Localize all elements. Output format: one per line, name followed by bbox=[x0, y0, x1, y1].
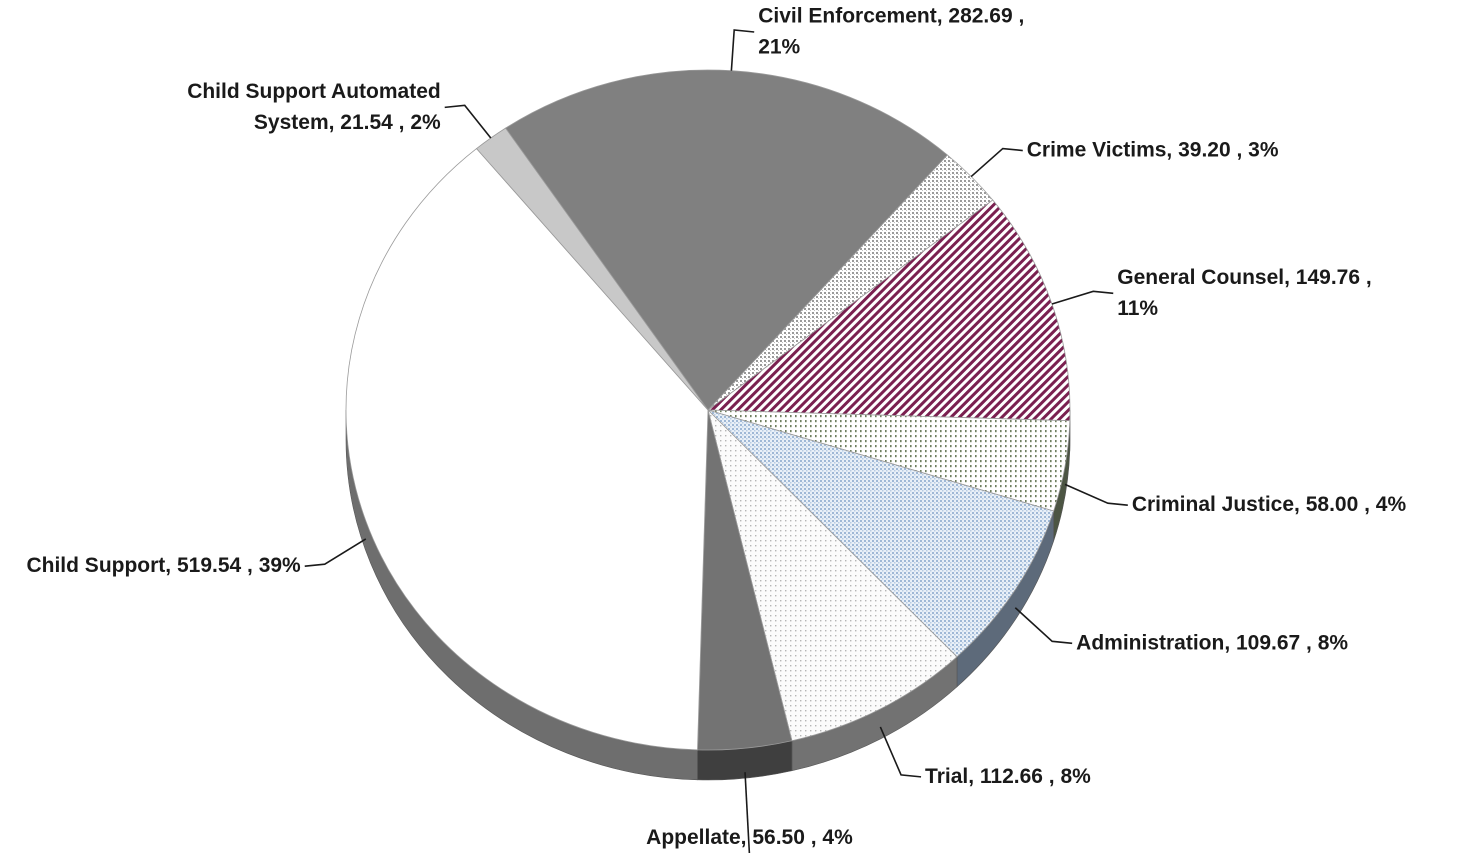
data-label-line: 11% bbox=[1117, 297, 1158, 320]
data-label-line: Child Support Automated bbox=[187, 80, 441, 103]
leader-line-child-support bbox=[304, 538, 367, 568]
pie-slice-civil-enforcement bbox=[504, 69, 949, 411]
data-label-child-support-automated-system: Child Support Automated System, 21.54 , 2… bbox=[187, 80, 441, 134]
data-label-trial: Trial, 112.66 , 8% bbox=[925, 765, 1091, 788]
data-label-line: 21% bbox=[758, 35, 800, 58]
leader-line-civil-enforcement bbox=[730, 29, 755, 71]
leader-line-administration bbox=[1014, 607, 1073, 645]
leader-line-appellate bbox=[744, 772, 751, 853]
leader-line-crime-victims bbox=[970, 147, 1023, 178]
data-label-line: Administration, 109.67 , 8% bbox=[1076, 631, 1348, 654]
pie-slice-child-support bbox=[345, 148, 709, 751]
data-label-child-support: Child Support, 519.54 , 39% bbox=[26, 554, 301, 577]
pie-slice-trial bbox=[707, 408, 958, 742]
data-label-criminal-justice: Criminal Justice, 58.00 , 4% bbox=[1132, 493, 1407, 516]
data-label-appellate: Appellate, 56.50 , 4% bbox=[646, 826, 853, 849]
data-label-line: Trial, 112.66 , 8% bbox=[925, 765, 1091, 788]
leader-line-trial bbox=[879, 726, 922, 778]
leader-line-child-support-automated-system bbox=[444, 104, 492, 139]
data-label-crime-victims: Crime Victims, 39.20 , 3% bbox=[1027, 139, 1279, 162]
data-label-line: Child Support, 519.54 , 39% bbox=[26, 554, 301, 577]
data-label-line: Criminal Justice, 58.00 , 4% bbox=[1132, 493, 1407, 516]
data-label-line: Civil Enforcement, 282.69 , bbox=[758, 4, 1024, 27]
leader-line-criminal-justice bbox=[1064, 483, 1128, 506]
leader-line-general-counsel bbox=[1051, 290, 1114, 305]
data-label-line: System, 21.54 , 2% bbox=[254, 111, 441, 134]
data-label-general-counsel: General Counsel, 149.76 , 11% bbox=[1117, 266, 1371, 320]
data-label-civil-enforcement: Civil Enforcement, 282.69 , 21% bbox=[758, 4, 1024, 58]
data-label-line: General Counsel, 149.76 , bbox=[1117, 266, 1371, 289]
pie-slice-administration bbox=[707, 409, 1055, 658]
data-label-administration: Administration, 109.67 , 8% bbox=[1076, 631, 1348, 654]
data-label-line: Appellate, 56.50 , 4% bbox=[646, 826, 853, 849]
data-label-line: Crime Victims, 39.20 , 3% bbox=[1027, 139, 1279, 162]
